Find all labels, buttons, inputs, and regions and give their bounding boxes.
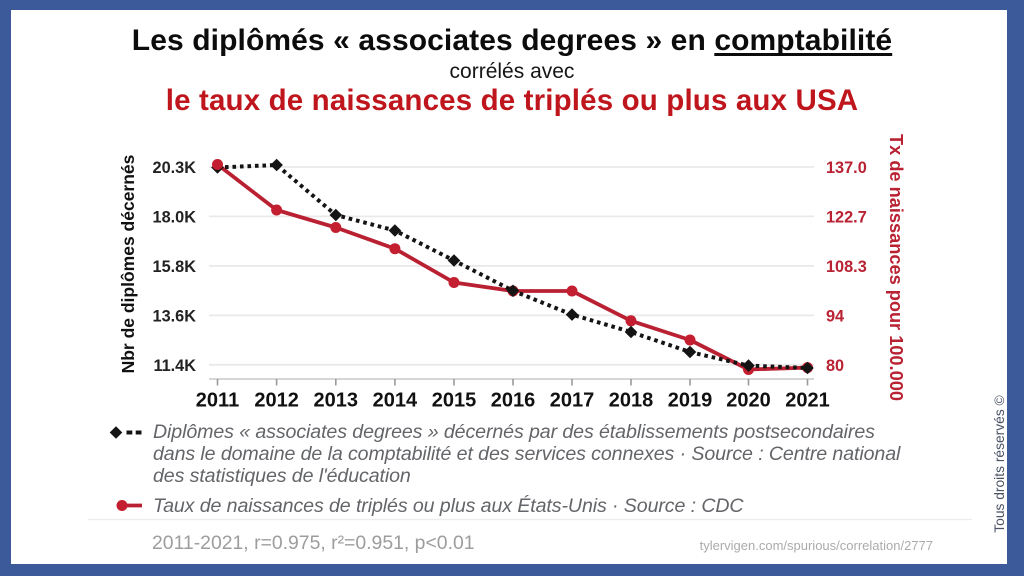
svg-text:137.0: 137.0: [826, 159, 867, 177]
svg-text:13.6K: 13.6K: [153, 307, 197, 325]
svg-text:Tx de naissances pour 100.000: Tx de naissances pour 100.000: [886, 134, 906, 401]
svg-text:Nbr de diplômes décernés: Nbr de diplômes décernés: [118, 154, 138, 373]
svg-text:18.0K: 18.0K: [153, 208, 197, 226]
svg-text:2018: 2018: [609, 390, 654, 412]
svg-text:2017: 2017: [550, 390, 595, 412]
svg-text:11.4K: 11.4K: [153, 357, 196, 375]
svg-text:2019: 2019: [668, 390, 713, 412]
svg-text:2012: 2012: [254, 390, 299, 412]
svg-text:15.8K: 15.8K: [153, 258, 197, 276]
svg-text:94: 94: [826, 307, 844, 325]
svg-text:2015: 2015: [432, 390, 477, 412]
svg-text:122.7: 122.7: [826, 208, 867, 226]
svg-text:2021: 2021: [785, 390, 830, 412]
svg-text:2013: 2013: [314, 390, 359, 412]
svg-text:2020: 2020: [726, 390, 771, 412]
svg-text:80: 80: [826, 357, 844, 375]
svg-text:108.3: 108.3: [826, 258, 867, 276]
svg-text:2016: 2016: [491, 390, 536, 412]
svg-text:20.3K: 20.3K: [153, 159, 197, 177]
svg-text:2011: 2011: [196, 390, 239, 412]
svg-text:2014: 2014: [373, 390, 418, 412]
